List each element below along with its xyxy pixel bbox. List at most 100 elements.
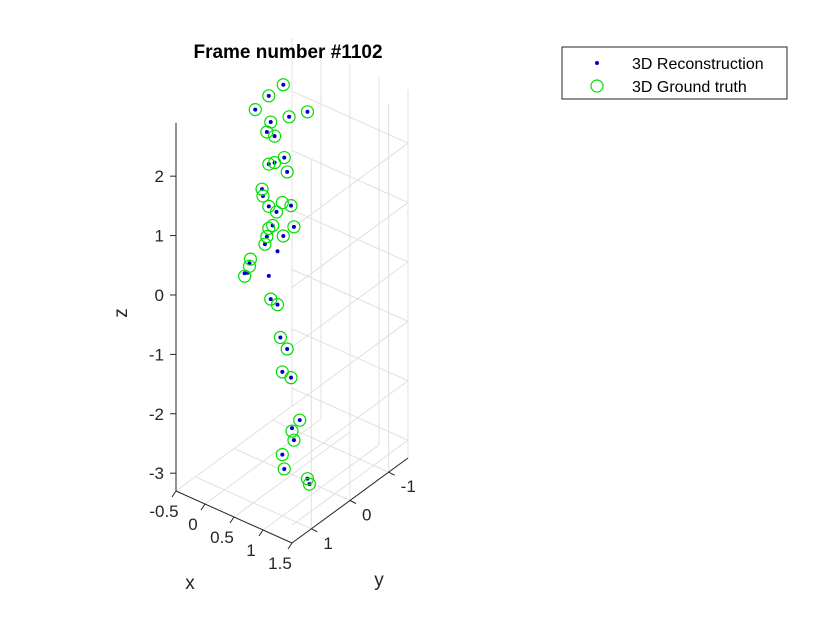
ground-truth-point <box>243 252 258 266</box>
reconstruction-point <box>291 438 296 443</box>
legend: 3D Reconstruction 3D Ground truth <box>561 46 788 100</box>
reconstruction-point <box>290 426 294 431</box>
reconstruction-point <box>242 271 247 276</box>
x-tick-mark <box>287 542 293 550</box>
reconstruction-point <box>275 249 280 254</box>
reconstruction-point <box>285 346 290 351</box>
z-tick-label: -1 <box>149 345 164 364</box>
axis-lines <box>170 122 409 550</box>
reconstruction-point <box>289 203 294 208</box>
reconstruction-point <box>274 209 279 214</box>
legend-label-ground-truth: 3D Ground truth <box>632 79 747 96</box>
y-tick-label: -1 <box>401 477 416 496</box>
ground-truth-point <box>262 221 276 235</box>
x-tick-label: 0.5 <box>210 528 234 547</box>
ground-truth-point <box>280 165 294 179</box>
x-axis-label: x <box>185 573 195 594</box>
ground-truth-point <box>276 229 290 243</box>
grid-line <box>195 476 312 530</box>
ground-truth-point <box>287 220 301 234</box>
reconstruction-point <box>264 234 269 239</box>
ground-truth-point <box>262 89 276 103</box>
reconstruction-point <box>297 418 302 423</box>
reconstruction-point <box>268 120 273 125</box>
ground-truth-point <box>256 189 270 203</box>
legend-dot-marker <box>595 61 599 65</box>
x-tick-label: 1.5 <box>268 554 292 573</box>
grid-lines <box>175 37 409 544</box>
z-tick-label: 2 <box>155 167 164 186</box>
grid-line <box>233 448 351 501</box>
chart-title: Frame number #1102 <box>193 42 382 63</box>
reconstruction-point <box>266 204 271 209</box>
x-tick-mark <box>171 490 177 498</box>
ground-truth-point <box>284 199 298 213</box>
x-tick-label: -0.5 <box>149 502 178 521</box>
reconstruction-point <box>253 107 258 112</box>
ground-truth-point <box>260 125 274 139</box>
grid-line <box>291 268 409 322</box>
grid-line <box>291 387 409 441</box>
ground-truth-point <box>262 157 276 171</box>
ground-truth-point <box>277 462 291 476</box>
ground-truth-point <box>276 78 290 92</box>
legend-circle-marker <box>590 79 604 93</box>
reconstruction-point <box>289 375 294 380</box>
z-tick-label: 1 <box>155 227 164 246</box>
grid-line <box>291 439 409 526</box>
ground-truth-point <box>275 196 289 210</box>
ground-truth-point <box>255 182 269 196</box>
ground-truth-point <box>266 218 280 233</box>
ground-truth-point <box>300 472 315 486</box>
z-tick-label: -2 <box>149 405 164 424</box>
grid-line <box>291 150 409 204</box>
reconstruction-point <box>275 302 280 307</box>
reconstruction-point <box>278 335 283 340</box>
z-axis-label: z <box>111 308 132 318</box>
tick-labels: -0.5 0 0.5 1 1.5 1 0 -1 2 1 0 -1 -2 -3 <box>149 167 416 573</box>
reconstruction-point <box>291 224 296 229</box>
ground-truth-point <box>238 269 252 283</box>
ground-truth-point <box>258 237 272 251</box>
y-tick-label: 0 <box>362 506 371 525</box>
z-tick-label: 0 <box>155 286 164 305</box>
x-tick-mark <box>229 516 235 524</box>
ground-truth-point <box>302 477 316 491</box>
y-tick-mark <box>349 500 357 504</box>
y-tick-label: 1 <box>323 534 332 553</box>
reconstruction-point <box>285 169 290 174</box>
x-tick-label: 1 <box>246 541 255 560</box>
ground-truth-point <box>280 342 294 356</box>
x-tick-label: 0 <box>188 515 197 534</box>
x-tick-mark <box>200 503 206 511</box>
ground-truth-point <box>277 150 291 165</box>
y-tick-mark <box>388 471 395 476</box>
reconstruction-point <box>264 129 269 134</box>
ground-truth-point <box>269 205 284 219</box>
reconstruction-point <box>268 297 273 302</box>
reconstruction-point <box>266 273 271 278</box>
ground-truth-point <box>268 129 282 143</box>
grid-line <box>291 209 409 263</box>
reconstruction-point <box>281 82 286 87</box>
reconstruction-point <box>287 114 292 119</box>
grid-line <box>291 328 409 382</box>
reconstruction-point <box>266 93 271 98</box>
ground-truth-point <box>293 413 307 427</box>
legend-box <box>561 46 788 100</box>
ground-truth-point <box>282 110 296 124</box>
reconstruction-point <box>305 109 310 114</box>
data-points <box>238 78 316 491</box>
ground-truth-point <box>287 433 301 447</box>
ground-truth-point <box>273 330 287 345</box>
x-tick-mark <box>258 529 264 537</box>
reconstruction-point <box>280 452 285 457</box>
y-axis-label: y <box>374 570 384 591</box>
ground-truth-point <box>285 424 299 438</box>
reconstruction-point <box>282 466 287 471</box>
ground-truth-point <box>300 105 315 119</box>
reconstruction-point <box>281 233 286 238</box>
reconstruction-point <box>262 242 267 247</box>
reconstruction-point <box>272 134 277 139</box>
ground-truth-point <box>275 448 289 462</box>
